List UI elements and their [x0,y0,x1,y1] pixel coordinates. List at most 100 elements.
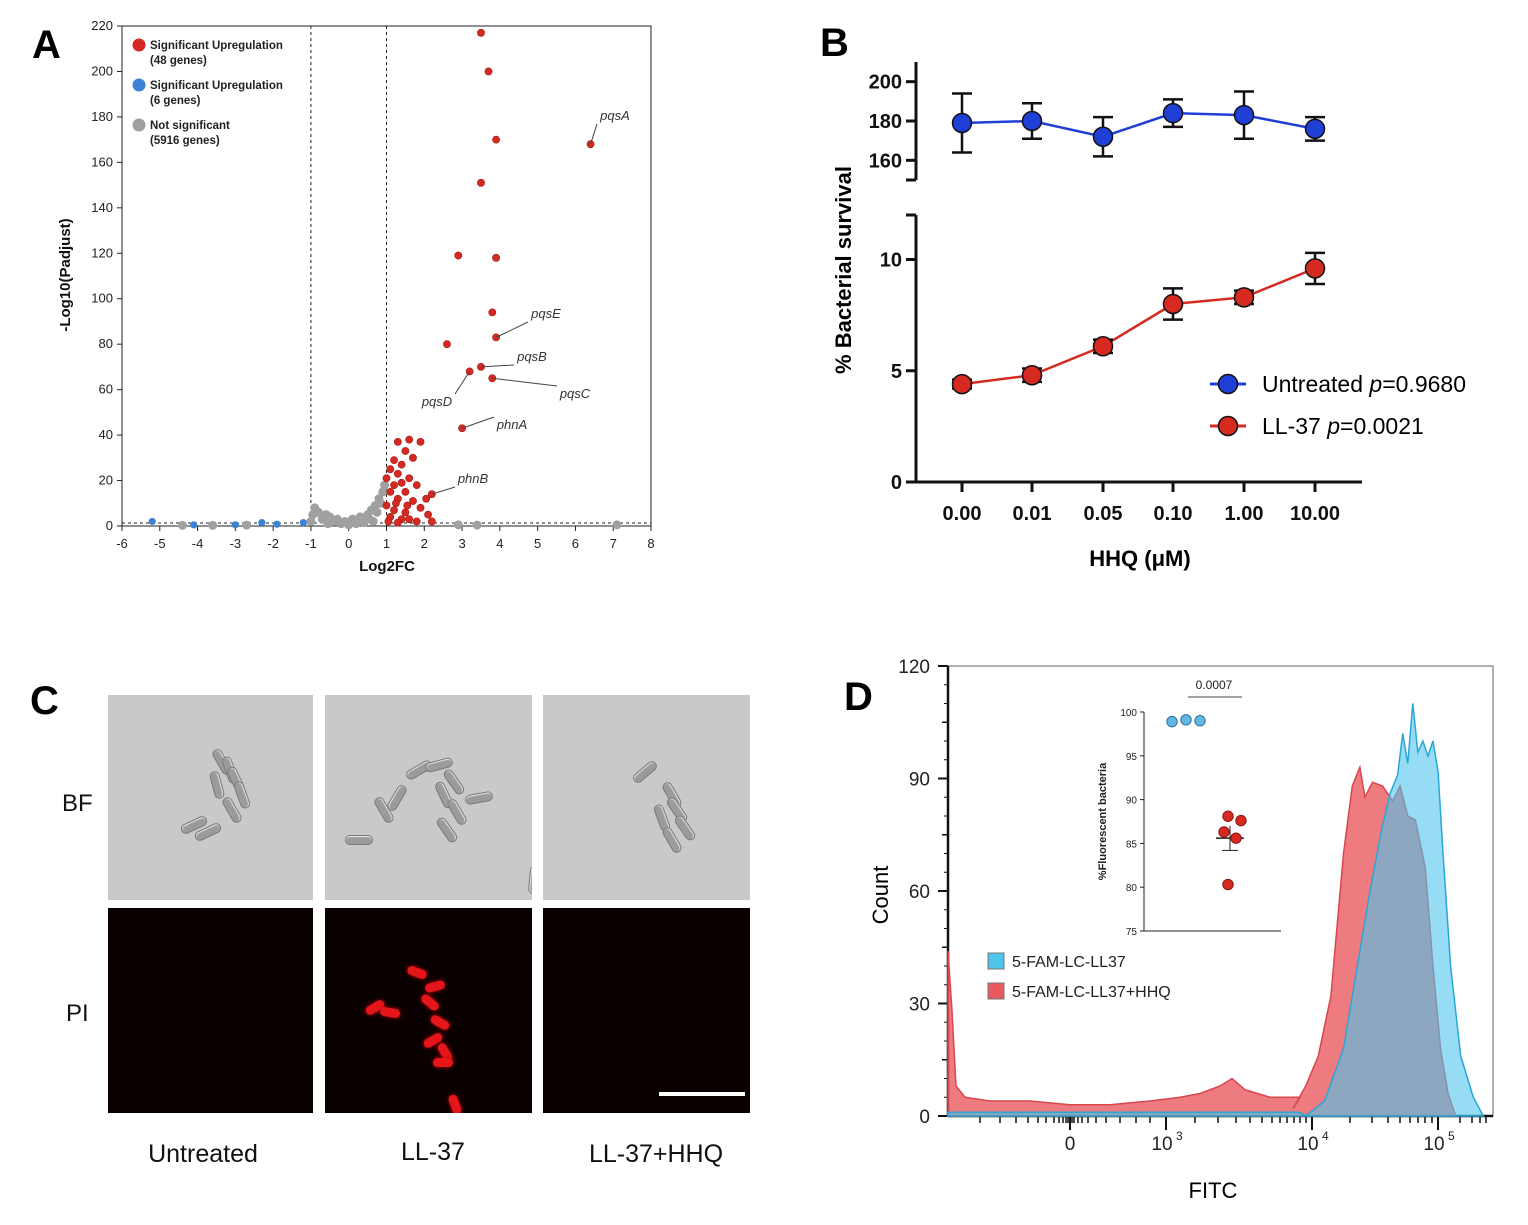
data-point [1233,104,1255,126]
x-tick-label: 1.00 [1225,503,1264,525]
inset-y-tick-label: 75 [1126,927,1138,938]
inset-y-tick-label: 95 [1126,752,1138,763]
gene-annotation: phnB [457,471,489,486]
y-tick-label: 120 [898,657,930,678]
x-tick-label: 4 [496,536,503,551]
significance-value: 0.0007 [1196,678,1233,692]
data-point [409,453,417,462]
data-point [412,517,421,526]
x-tick-label: 2 [421,536,428,551]
data-point [477,178,485,187]
y-tick-label: 180 [869,111,902,133]
data-point [492,253,500,262]
data-point [401,447,410,455]
y-axis-label: -Log10(Padjust) [57,218,74,331]
data-point [1092,126,1114,147]
annotation-leader-line [480,364,515,368]
column-label-untreated: Untreated [148,1140,258,1168]
gene-annotation: pqsB [516,349,547,364]
legend-sublabel: (6 genes) [150,95,201,107]
inset-y-tick-label: 90 [1126,796,1138,807]
data-point [422,494,431,503]
x-tick-label: 0 [345,536,352,551]
stained-cell [433,1058,453,1067]
inset-data-point [1166,715,1178,728]
y-tick-label: 120 [91,245,113,260]
legend-marker [132,78,146,92]
data-point [351,519,361,529]
x-tick-label: -3 [230,536,242,551]
x-axis-label: HHQ (μM) [1089,546,1190,571]
legend-series-name: LL-37 [1262,413,1327,439]
y-tick-label: 40 [99,427,113,442]
data-point [409,497,417,505]
data-point [190,521,198,529]
data-point [484,67,493,76]
data-point [393,469,402,478]
data-point [951,112,973,134]
x-tick-label: 0.00 [943,503,982,525]
data-point [1233,287,1255,308]
data-point [477,28,485,37]
data-point [1021,364,1043,386]
legend-swatch [987,982,1005,1000]
y-tick-label: 220 [91,18,113,33]
data-point [951,373,973,395]
data-point [488,308,497,317]
y-tick-label: 160 [869,150,902,172]
data-point [397,460,406,469]
survival-chart: B 160 180 200 0 5 10 0.00 0.01 0.05 0.10 1.00 10.00… [820,21,1466,571]
row-label-pi: PI [66,1000,89,1027]
x-axis-label: FITC [1189,1178,1238,1203]
panel-letter-b: B [820,21,849,65]
y-tick-label: 10 [880,250,902,272]
x-tick-label: 10 [1151,1134,1172,1155]
flow-histogram: D 0 30 60 90 120 0 10 3 10 4 10 5 5-FAM-LC-LL37 5-FAM… [844,657,1494,1203]
x-tick-label: -2 [267,536,279,551]
bacterium-cell [464,790,494,806]
micrograph-pi-ll37 [325,908,532,1113]
data-point [177,520,187,530]
x-tick-exponent: 4 [1322,1129,1329,1143]
y-tick-label: 140 [91,200,113,215]
inset-y-tick-label: 80 [1126,883,1138,894]
stained-cell [419,992,441,1013]
x-tick-label: -6 [116,536,128,551]
stained-cell [406,964,428,981]
data-point [1162,102,1184,124]
legend-marker [1217,373,1239,395]
data-point [258,518,266,527]
x-tick-label: 0.05 [1084,503,1123,525]
legend-label: Significant Upregulation [150,40,283,52]
data-point [148,517,156,526]
legend-sublabel: (48 genes) [150,55,207,67]
legend-label: 5-FAM-LC-LL37 [1012,954,1126,971]
y-tick-label: 5 [891,361,902,383]
bacterium-cell [345,835,373,845]
data-point [390,506,398,514]
data-point [405,474,414,483]
annotation-leader-line [431,486,456,495]
x-tick-exponent: 5 [1448,1129,1455,1143]
data-point [372,507,382,517]
y-tick-label: 180 [91,109,113,124]
y-tick-label: 0 [919,1107,930,1128]
data-point [403,501,412,510]
y-tick-label: 60 [99,382,113,397]
data-point [392,499,400,508]
y-tick-label: 200 [91,63,113,78]
gene-annotation: pqsC [559,386,591,401]
data-point [273,520,281,528]
data-point [416,438,425,446]
x-tick-label: 10 [1297,1134,1318,1155]
inset-y-tick-label: 100 [1120,708,1137,719]
inset-data-point [1222,878,1234,891]
legend-label: Significant Upregulation [150,80,283,92]
x-tick-exponent: 3 [1176,1129,1183,1143]
legend-series-name: Untreated [1262,371,1369,397]
y-axis-label: % Bacterial survival [831,166,856,374]
annotation-leader-line [495,321,529,338]
y-axis-label: Count [868,866,893,925]
data-point [412,481,421,489]
micrograph-pi-untreated [108,908,313,1113]
